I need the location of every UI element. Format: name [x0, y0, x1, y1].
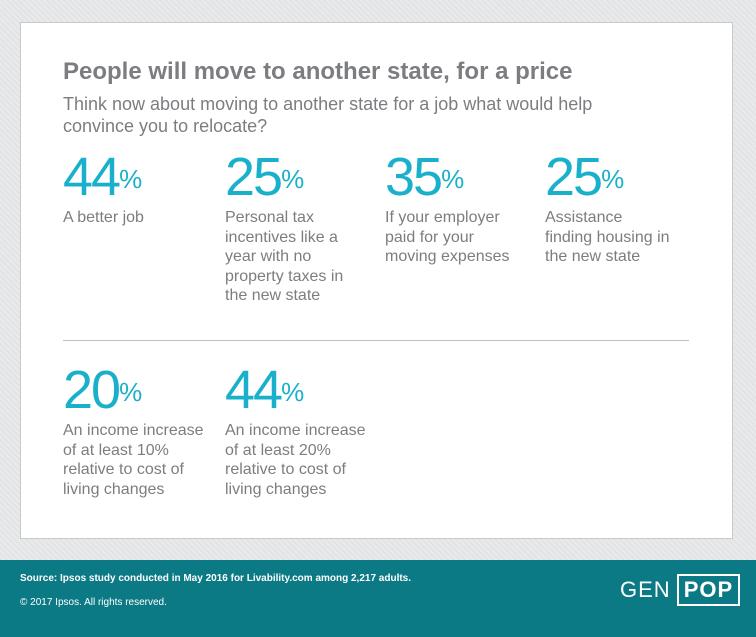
stat-percent-sign: %: [441, 164, 465, 194]
row-divider: [63, 340, 689, 341]
stat-percent-sign: %: [601, 164, 625, 194]
copyright-note: © 2017 Ipsos. All rights reserved.: [20, 597, 167, 608]
stat-item: 20% An income increase of at least 10% re…: [63, 363, 213, 499]
chart-subtitle: Think now about moving to another state …: [63, 94, 593, 136]
content-card: [20, 22, 733, 539]
stat-number: 44: [63, 147, 121, 207]
stat-item: 44% A better job: [63, 150, 213, 228]
stat-label: A better job: [63, 209, 144, 226]
stat-value: 25%: [225, 150, 375, 204]
stat-value: 35%: [385, 150, 535, 204]
stat-label: Personal tax incentives like a year with…: [225, 209, 344, 304]
stat-percent-sign: %: [281, 377, 305, 407]
stat-label: If your employer paid for your moving ex…: [385, 209, 510, 265]
stat-percent-sign: %: [119, 164, 143, 194]
stat-label: An income increase of at least 20% relat…: [225, 422, 366, 498]
stat-number: 25: [225, 147, 283, 207]
footer-bar: [0, 560, 756, 637]
stat-item: 25% Personal tax incentives like a year w…: [225, 150, 375, 306]
logo-gen-text: GEN: [620, 577, 671, 602]
stat-percent-sign: %: [119, 377, 143, 407]
source-note: Source: Ipsos study conducted in May 201…: [20, 573, 412, 584]
stat-number: 20: [63, 360, 121, 420]
stat-number: 35: [385, 147, 443, 207]
chart-title: People will move to another state, for a…: [63, 58, 573, 85]
stat-value: 44%: [63, 150, 213, 204]
stat-number: 44: [225, 360, 283, 420]
stat-value: 44%: [225, 363, 375, 417]
stat-item: 35% If your employer paid for your moving…: [385, 150, 535, 267]
stat-value: 20%: [63, 363, 213, 417]
stat-label: Assistance finding housing in the new st…: [545, 209, 670, 265]
stat-item: 44% An income increase of at least 20% re…: [225, 363, 375, 499]
stat-item: 25% Assistance finding housing in the new…: [545, 150, 695, 267]
stat-value: 25%: [545, 150, 695, 204]
stat-label: An income increase of at least 10% relat…: [63, 422, 204, 498]
stat-percent-sign: %: [281, 164, 305, 194]
logo-pop-text: POP: [676, 574, 741, 606]
genpop-logo: GEN POP: [620, 573, 741, 607]
stat-number: 25: [545, 147, 603, 207]
